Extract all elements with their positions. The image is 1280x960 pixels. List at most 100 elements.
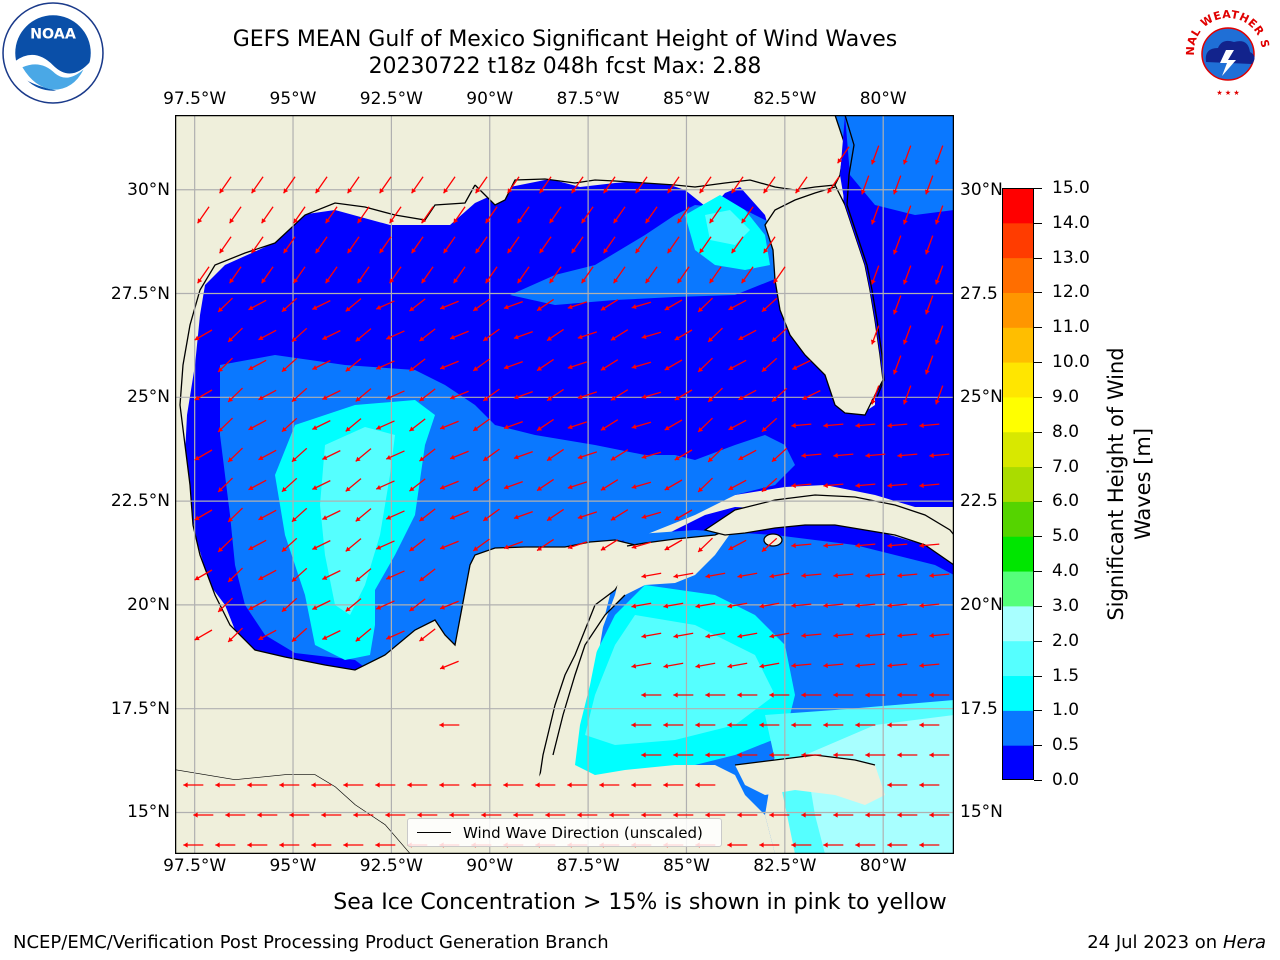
wave-direction-arrow [934,145,944,165]
wave-direction-arrow [536,478,554,492]
wave-direction-arrow [737,812,758,818]
colorbar-tick-label: 8.0 [1052,421,1080,442]
lat-tick-label-right: 25°N [960,387,1003,408]
wave-direction-arrow [281,417,298,433]
wave-direction-arrow [315,176,328,194]
wave-direction-arrow [823,542,844,549]
wave-direction-arrow [385,330,405,340]
wave-direction-arrow [759,602,780,609]
wave-direction-arrow [291,567,308,583]
wave-direction-arrow [472,358,490,372]
wave-direction-arrow [258,509,277,521]
wave-direction-arrow [549,206,562,224]
wave-direction-arrow [389,206,402,224]
wave-direction-arrow [673,752,694,758]
wave-direction-arrow [439,540,459,550]
wave-direction-arrow [247,782,268,788]
wave-direction-arrow [892,175,902,195]
gulf-of-mexico-map [175,115,954,854]
colorbar-tick-label: 1.0 [1052,700,1080,721]
wave-direction-arrow [695,602,716,609]
colorbar-tick-mark [1034,257,1042,259]
wave-direction-arrow [355,448,372,462]
wave-direction-arrow [641,572,662,579]
wave-direction-arrow [865,812,886,818]
wave-direction-arrow [513,330,533,340]
wave-direction-arrow [417,812,438,818]
legend: Wind Wave Direction (unscaled) [407,818,722,847]
wave-direction-arrow [421,266,434,284]
wave-direction-arrow [641,632,662,639]
wave-direction-arrow [194,509,213,521]
wave-direction-arrow [503,360,523,370]
wave-direction-arrow [475,236,488,254]
wave-direction-arrow [674,509,693,521]
wave-direction-arrow [546,448,564,462]
colorbar-tick-label: 3.0 [1052,595,1080,616]
wave-direction-arrow [227,627,243,643]
wave-direction-arrow [312,600,331,610]
nws-logo: NATIONAL WEATHER SERVICE ★ ★ ★ [1178,2,1276,100]
wave-direction-arrow [795,176,808,194]
wave-direction-arrow [833,452,854,459]
lon-tick-label-top: 92.5°W [359,89,423,109]
lat-tick-label-left: 27.5°N [110,283,170,304]
wave-direction-arrow [482,388,500,402]
wave-direction-arrow [833,812,854,818]
wave-direction-arrow [613,266,626,284]
wave-direction-arrow [631,541,652,550]
wave-direction-arrow [248,599,267,611]
lon-tick-label-bottom: 95°W [269,856,317,876]
wave-direction-arrow [697,477,713,493]
wave-direction-arrow [709,206,722,224]
colorbar-tick-label: 5.0 [1052,526,1080,547]
wave-direction-arrow [771,387,788,403]
wave-direction-arrow [289,812,310,818]
wave-direction-arrow [641,812,662,818]
wave-direction-arrow [322,570,341,580]
wave-direction-arrow [357,266,370,284]
wave-direction-arrow [870,325,880,345]
wave-direction-arrow [695,662,716,669]
wave-direction-arrow [281,477,298,493]
wave-direction-arrow [507,236,520,254]
wave-direction-arrow [769,572,790,579]
wave-direction-arrow [322,450,341,460]
wave-direction-arrow [741,266,754,284]
wave-direction-arrow [291,507,308,523]
wave-direction-arrow [219,176,232,194]
wave-direction-arrow [219,236,232,254]
colorbar-tick-label: 7.0 [1052,456,1080,477]
wave-direction-arrow [215,842,236,848]
wave-direction-arrow [375,420,395,430]
wave-direction-arrow [823,662,844,669]
wave-direction-arrow [919,542,940,549]
wave-direction-arrow [217,477,233,493]
wave-direction-arrow [887,842,908,848]
wave-direction-arrow [631,602,652,609]
colorbar-frame [1002,188,1034,780]
wave-direction-arrow [897,812,918,818]
wave-direction-arrow [194,569,213,581]
colorbar-tick-mark [1034,675,1042,677]
wave-direction-arrow [664,419,683,431]
lon-tick-label-bottom: 92.5°W [359,856,423,876]
wave-direction-arrow [870,205,880,225]
wave-direction-arrow [887,422,908,429]
wave-direction-arrow [769,692,790,698]
wave-direction-arrow [870,145,880,165]
wave-direction-arrow [443,236,456,254]
wave-direction-arrow [759,842,780,848]
wave-direction-arrow [322,330,341,340]
wave-direction-arrow [375,300,395,310]
wave-direction-arrow [279,842,300,848]
colorbar-segment [1002,501,1034,537]
wave-direction-arrow [791,722,812,728]
svg-text:★ ★ ★: ★ ★ ★ [1216,89,1239,97]
wave-direction-arrow [567,301,588,310]
wave-direction-arrow [471,782,492,788]
wave-direction-arrow [472,418,490,432]
wave-direction-arrow [385,510,405,520]
wave-direction-arrow [345,298,362,312]
colorbar-tick-label: 11.0 [1052,317,1090,338]
